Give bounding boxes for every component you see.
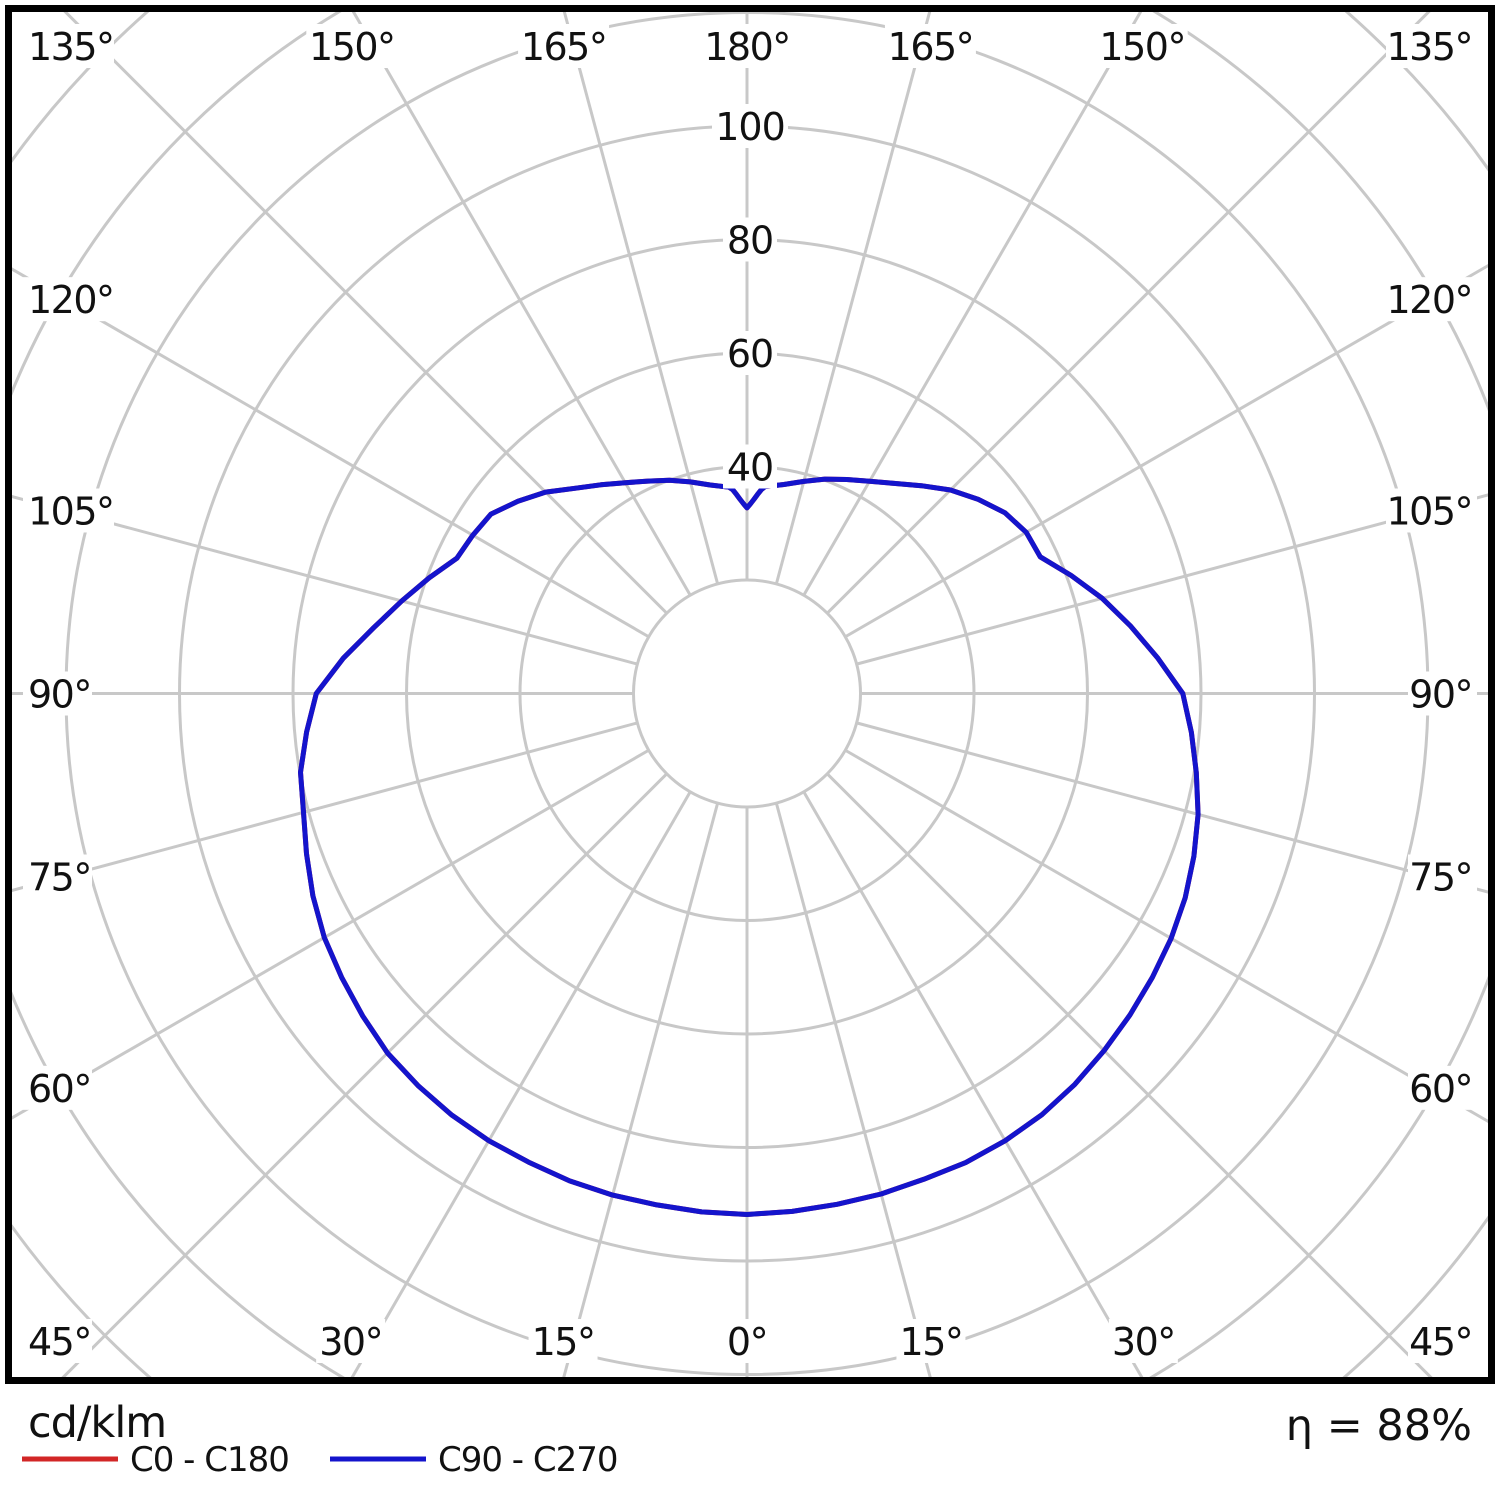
intensity-curves — [298, 476, 1201, 1217]
angle-label-30-left: 30° — [319, 1320, 382, 1364]
angle-label-75-left-bg — [23, 854, 92, 899]
grid-spoke-255 — [562, 12, 720, 585]
angle-label-165-right: 165° — [888, 25, 974, 69]
radial-label-80: 80 — [727, 219, 773, 263]
unit-label: cd/klm — [28, 1398, 166, 1448]
angle-label-150-right: 150° — [1099, 25, 1185, 69]
radial-label-80-bg — [723, 217, 777, 262]
radial-label-100-bg — [712, 104, 788, 148]
angle-label-75-left: 75° — [28, 856, 91, 900]
grid-spoke-210 — [12, 267, 650, 639]
legend-label-c90-c270: C90 - C270 — [438, 1440, 618, 1480]
angle-label-15-right-bg — [896, 1319, 966, 1363]
angle-label-135-top-right: 135° — [1386, 25, 1472, 69]
grid-spoke-330 — [844, 263, 1488, 639]
plot-frame — [5, 5, 1495, 1384]
angle-label-120-left: 120° — [28, 278, 114, 322]
angle-label-90-right-bg — [1408, 671, 1477, 716]
grid-spoke-150 — [12, 748, 650, 1120]
angle-label-0-bg — [723, 1319, 771, 1363]
legend-label-c0-c180: C0 - C180 — [130, 1440, 289, 1480]
angle-label-15-right: 15° — [900, 1320, 963, 1364]
axis-labels: 135° 150° 165° 180° 165° 150° 135° 120° 120° 105°… — [23, 24, 1477, 1364]
angle-label-135-top-left: 135° — [28, 25, 114, 69]
angle-label-105-right: 105° — [1386, 489, 1472, 533]
grid-spoke-285 — [774, 12, 932, 585]
grid-spoke-165 — [12, 721, 638, 892]
angle-label-15-left-bg — [528, 1319, 598, 1363]
angle-label-165-left-bg — [518, 24, 610, 68]
angle-label-45-bottom-right: 45° — [1409, 1320, 1472, 1364]
angle-label-30-right-bg — [1108, 1319, 1178, 1363]
angle-label-120-left-bg — [23, 277, 114, 322]
radial-label-60-bg — [723, 331, 777, 375]
grid-spoke-45 — [826, 772, 1433, 1377]
grid-spoke-195 — [12, 495, 638, 666]
radial-label-40: 40 — [727, 446, 773, 490]
angle-label-105-left: 105° — [28, 489, 114, 533]
grid-spoke-30 — [844, 748, 1488, 1124]
angle-label-90-right: 90° — [1409, 673, 1472, 717]
grid-spoke-345 — [856, 493, 1488, 666]
angle-label-120-right: 120° — [1386, 278, 1472, 322]
grid-spoke-15 — [856, 721, 1488, 894]
angle-label-150-left-bg — [306, 24, 398, 68]
angle-label-90-left: 90° — [28, 673, 91, 717]
angle-label-60-left-bg — [23, 1065, 92, 1110]
angle-label-135-top-right-bg — [1386, 24, 1477, 68]
grid-circle-20 — [632, 578, 862, 809]
angle-label-30-right: 30° — [1112, 1320, 1175, 1364]
grid-spoke-300 — [802, 12, 1143, 596]
grid-spoke-135 — [61, 772, 668, 1377]
angle-label-150-left: 150° — [309, 25, 395, 69]
angle-label-120-right-bg — [1386, 277, 1477, 322]
angle-label-60-right-bg — [1408, 1065, 1477, 1110]
angle-label-135-top-left-bg — [23, 24, 114, 68]
radial-label-100: 100 — [715, 105, 785, 149]
angle-label-90-left-bg — [23, 671, 92, 716]
angle-label-165-right-bg — [884, 24, 976, 68]
angle-label-105-right-bg — [1386, 488, 1477, 533]
angle-label-165-left: 165° — [521, 25, 607, 69]
angle-label-60-right: 60° — [1409, 1067, 1472, 1111]
angle-label-105-left-bg — [23, 488, 114, 533]
efficiency-label: η = 88% — [1286, 1401, 1472, 1451]
curve-c0-c180 — [298, 476, 1201, 1217]
grid-spoke-120 — [350, 791, 692, 1377]
grid-spoke-60 — [802, 791, 1144, 1377]
grid-spoke-240 — [351, 12, 692, 596]
curve-c90-c270 — [298, 476, 1201, 1217]
angle-label-15-left: 15° — [532, 1320, 595, 1364]
radial-label-60: 60 — [727, 332, 773, 376]
angle-label-75-right: 75° — [1409, 856, 1472, 900]
angle-label-45-bottom-left-bg — [23, 1319, 92, 1363]
radial-label-40-bg — [723, 444, 777, 489]
grid-spoke-105 — [562, 802, 720, 1377]
angle-label-0: 0° — [727, 1320, 767, 1364]
grid-spoke-75 — [774, 802, 932, 1377]
angle-label-45-bottom-left: 45° — [28, 1320, 91, 1364]
angle-label-45-bottom-right-bg — [1408, 1319, 1477, 1363]
angle-label-180: 180° — [704, 25, 790, 69]
angle-label-180-bg — [701, 24, 793, 68]
angle-label-75-right-bg — [1408, 854, 1477, 899]
angle-label-150-right-bg — [1096, 24, 1188, 68]
angle-label-60-left: 60° — [28, 1067, 91, 1111]
angle-label-30-left-bg — [316, 1319, 386, 1363]
